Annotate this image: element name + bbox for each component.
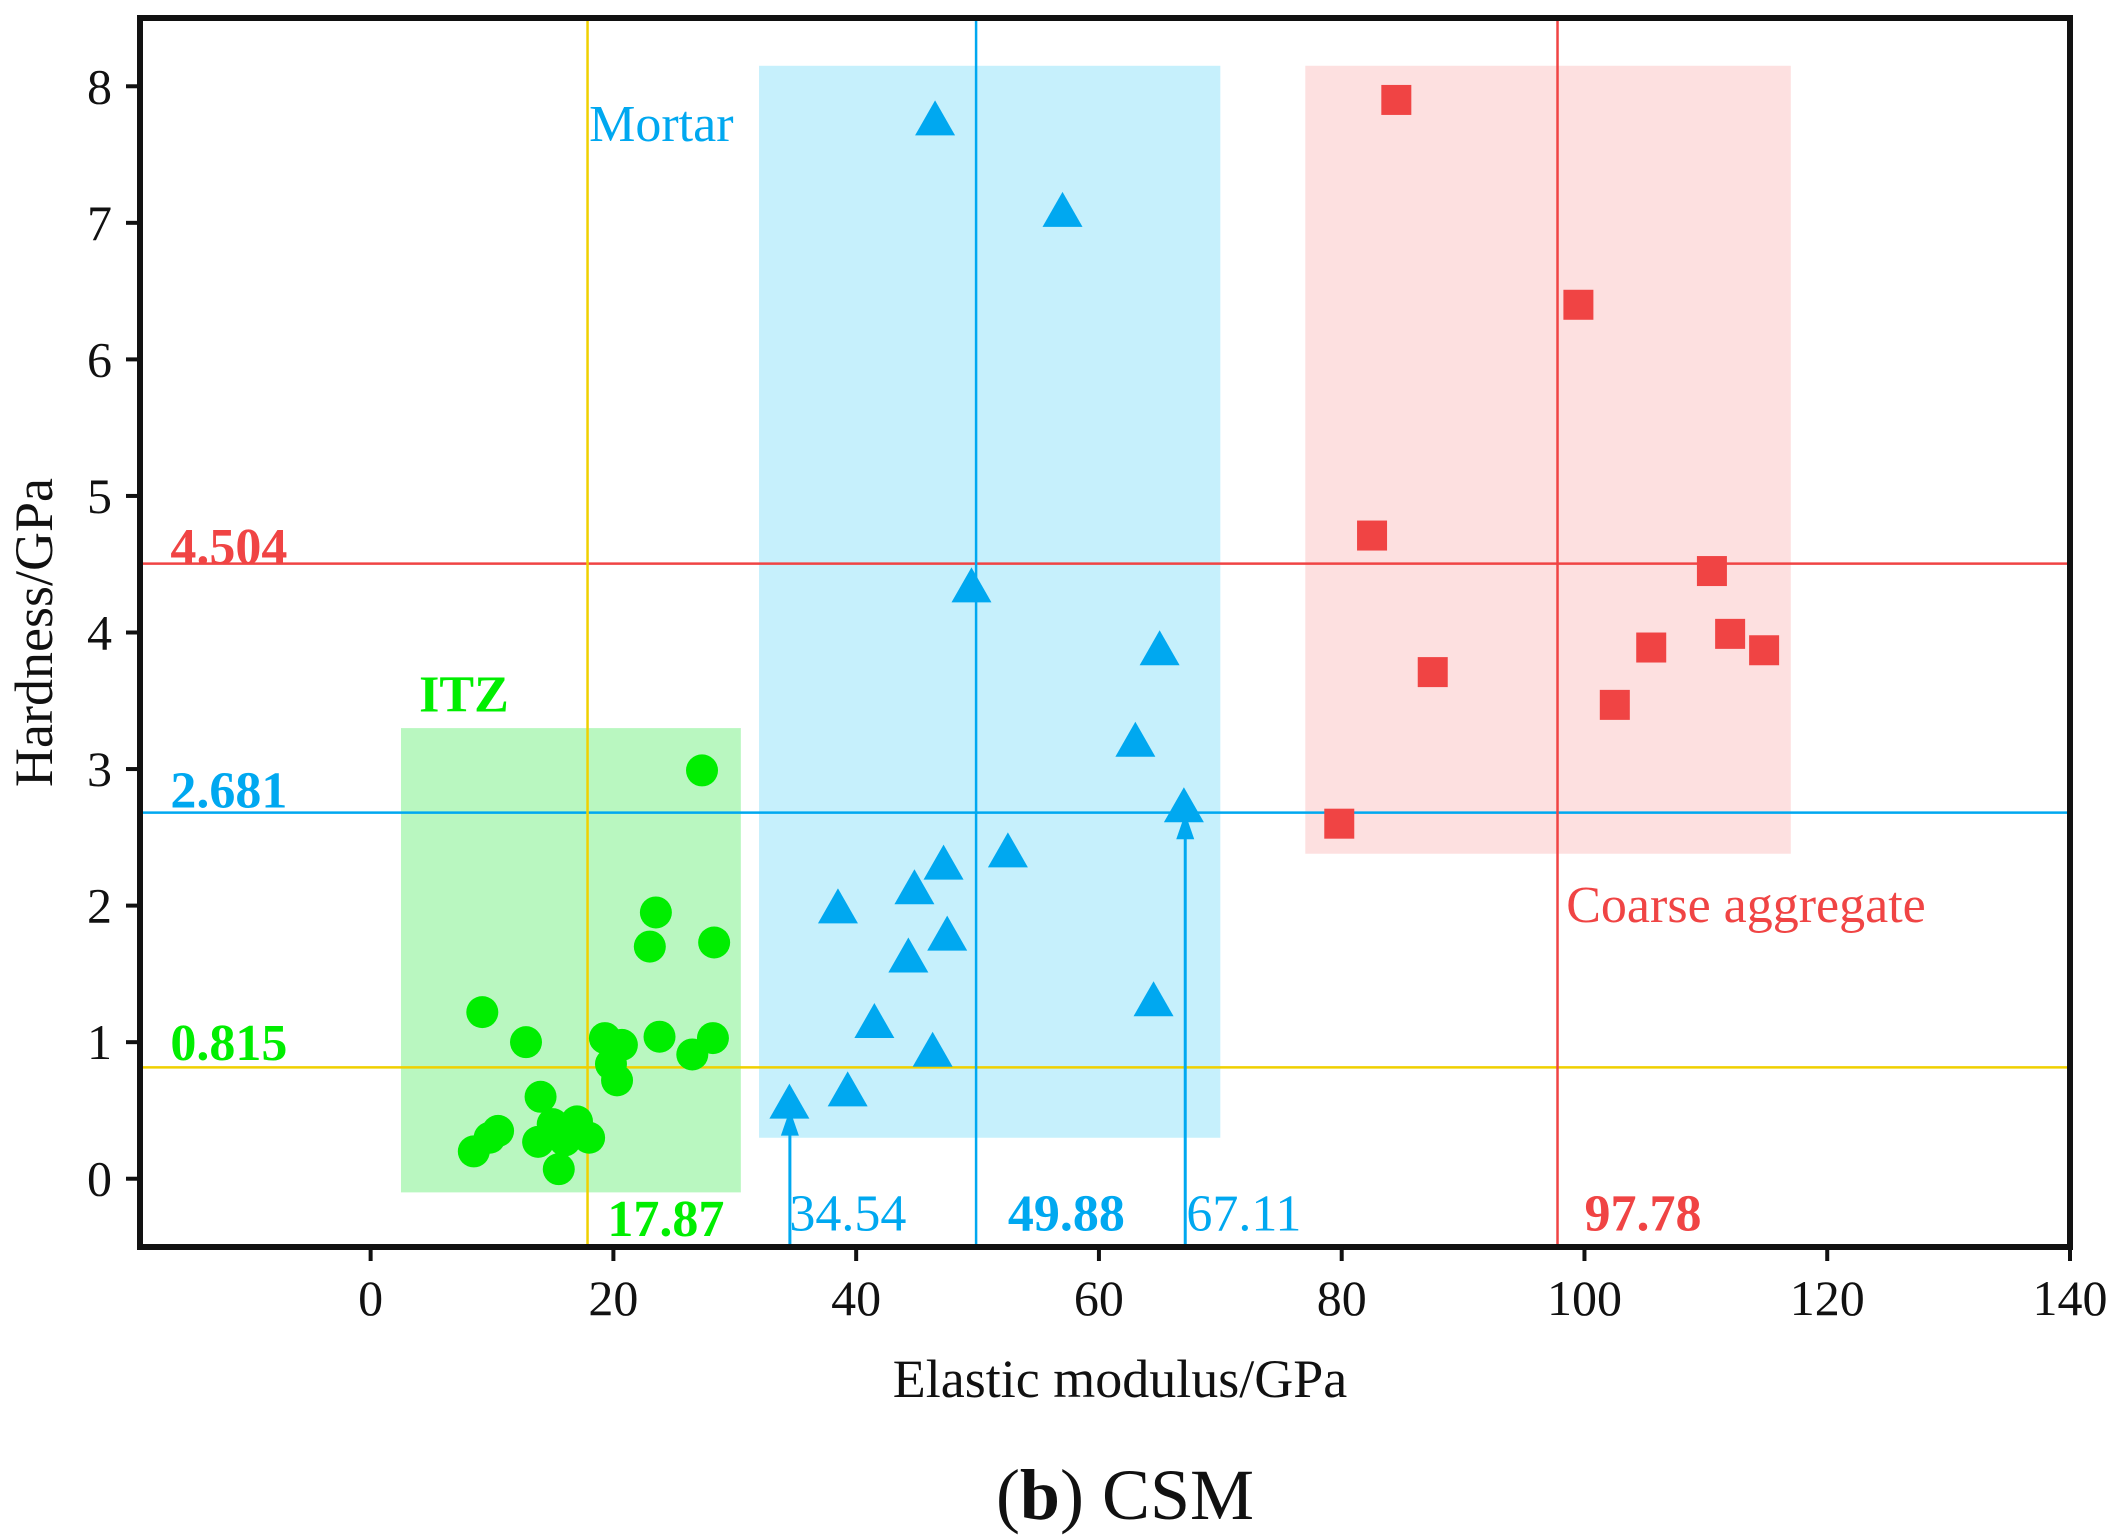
caption-letter: b xyxy=(1020,1455,1060,1535)
point-circle-0-20 xyxy=(573,1121,606,1154)
annotation-label: 97.78 xyxy=(1584,1186,1701,1243)
caption-text: CSM xyxy=(1084,1455,1254,1535)
y-tick-label: 7 xyxy=(87,195,112,251)
y-tick-label: 4 xyxy=(87,605,112,661)
annotations: 4.504 2.681 0.815 ITZ Mortar Coarse aggregate… xyxy=(170,96,1925,1248)
point-circle-0-12 xyxy=(601,1064,634,1097)
point-circle-0-8 xyxy=(643,1020,676,1053)
point-triangle-1-1 xyxy=(1042,191,1083,227)
y-tick-label: 5 xyxy=(87,468,112,524)
annotation-label: ITZ xyxy=(419,667,509,724)
point-triangle-1-0 xyxy=(915,100,956,136)
point-square-2-5 xyxy=(1636,632,1667,663)
annotation-label: 17.87 xyxy=(607,1191,724,1248)
x-tick-label: 20 xyxy=(588,1270,638,1326)
x-tick-label: 140 xyxy=(2033,1270,2108,1326)
point-triangle-1-16 xyxy=(769,1083,810,1119)
point-square-2-6 xyxy=(1749,635,1780,666)
region-box-2 xyxy=(1305,65,1791,854)
point-triangle-1-13 xyxy=(854,1003,895,1039)
point-triangle-1-5 xyxy=(1163,787,1204,823)
point-circle-0-4 xyxy=(466,996,499,1029)
point-circle-0-22 xyxy=(542,1153,575,1186)
y-tick-label: 1 xyxy=(87,1014,112,1070)
figure-caption: (b) CSM xyxy=(996,1455,1254,1535)
point-triangle-1-9 xyxy=(817,888,858,924)
x-tick-label: 80 xyxy=(1317,1270,1367,1326)
y-axis-title: Hardness/GPa xyxy=(4,478,64,787)
point-triangle-1-14 xyxy=(912,1031,953,1067)
point-square-2-0 xyxy=(1381,84,1412,115)
annotation-label: 0.815 xyxy=(170,1015,287,1072)
point-triangle-1-3 xyxy=(1139,630,1180,666)
point-triangle-1-15 xyxy=(827,1071,868,1107)
annotation-label: 34.54 xyxy=(789,1186,906,1243)
reference-lines xyxy=(140,18,2070,1247)
arrow-head-0 xyxy=(780,1109,799,1136)
annotation-label: Coarse aggregate xyxy=(1566,877,1925,934)
point-square-2-4 xyxy=(1715,618,1746,649)
point-triangle-1-11 xyxy=(888,937,929,973)
x-axis-title: Elastic modulus/GPa xyxy=(893,1349,1347,1409)
annotation-label: 4.504 xyxy=(170,519,287,576)
point-circle-0-21 xyxy=(457,1135,490,1168)
point-triangle-1-6 xyxy=(987,832,1028,868)
x-axis-ticks: 0 20 40 60 80 100 120 140 xyxy=(358,1247,2108,1326)
x-tick-label: 0 xyxy=(358,1270,383,1326)
y-tick-label: 8 xyxy=(87,58,112,114)
x-tick-label: 120 xyxy=(1790,1270,1865,1326)
data-points xyxy=(457,84,1780,1186)
y-tick-label: 3 xyxy=(87,741,112,797)
point-square-2-3 xyxy=(1696,556,1727,587)
point-square-2-1 xyxy=(1563,289,1594,320)
y-tick-label: 2 xyxy=(87,878,112,934)
point-square-2-7 xyxy=(1417,657,1448,688)
point-square-2-9 xyxy=(1324,808,1355,839)
y-axis-ticks: 0 1 2 3 4 5 6 7 8 xyxy=(87,58,140,1207)
point-square-2-8 xyxy=(1599,689,1630,720)
y-tick-label: 0 xyxy=(87,1151,112,1207)
y-tick-label: 6 xyxy=(87,331,112,387)
point-circle-0-10 xyxy=(676,1038,709,1071)
annotation-label: 2.681 xyxy=(170,762,287,819)
point-square-2-2 xyxy=(1357,520,1388,551)
point-triangle-1-4 xyxy=(1115,721,1156,757)
value-arrows xyxy=(780,813,1195,1247)
point-circle-0-13 xyxy=(524,1080,557,1113)
x-tick-label: 100 xyxy=(1547,1270,1622,1326)
arrow-head-1 xyxy=(1176,813,1195,840)
point-circle-0-1 xyxy=(639,896,672,929)
point-circle-0-5 xyxy=(510,1026,542,1059)
point-triangle-1-10 xyxy=(927,915,968,951)
point-triangle-1-2 xyxy=(951,567,992,603)
x-tick-label: 40 xyxy=(831,1270,881,1326)
annotation-label: 49.88 xyxy=(1008,1186,1125,1243)
x-tick-label: 60 xyxy=(1074,1270,1124,1326)
point-circle-0-0 xyxy=(686,754,719,787)
point-triangle-1-12 xyxy=(1133,981,1174,1017)
annotation-label: 67.11 xyxy=(1186,1186,1301,1243)
annotation-label: Mortar xyxy=(589,96,733,153)
point-triangle-1-7 xyxy=(923,844,964,880)
point-triangle-1-8 xyxy=(894,869,935,905)
point-circle-0-2 xyxy=(633,930,666,963)
point-circle-0-3 xyxy=(698,926,731,959)
